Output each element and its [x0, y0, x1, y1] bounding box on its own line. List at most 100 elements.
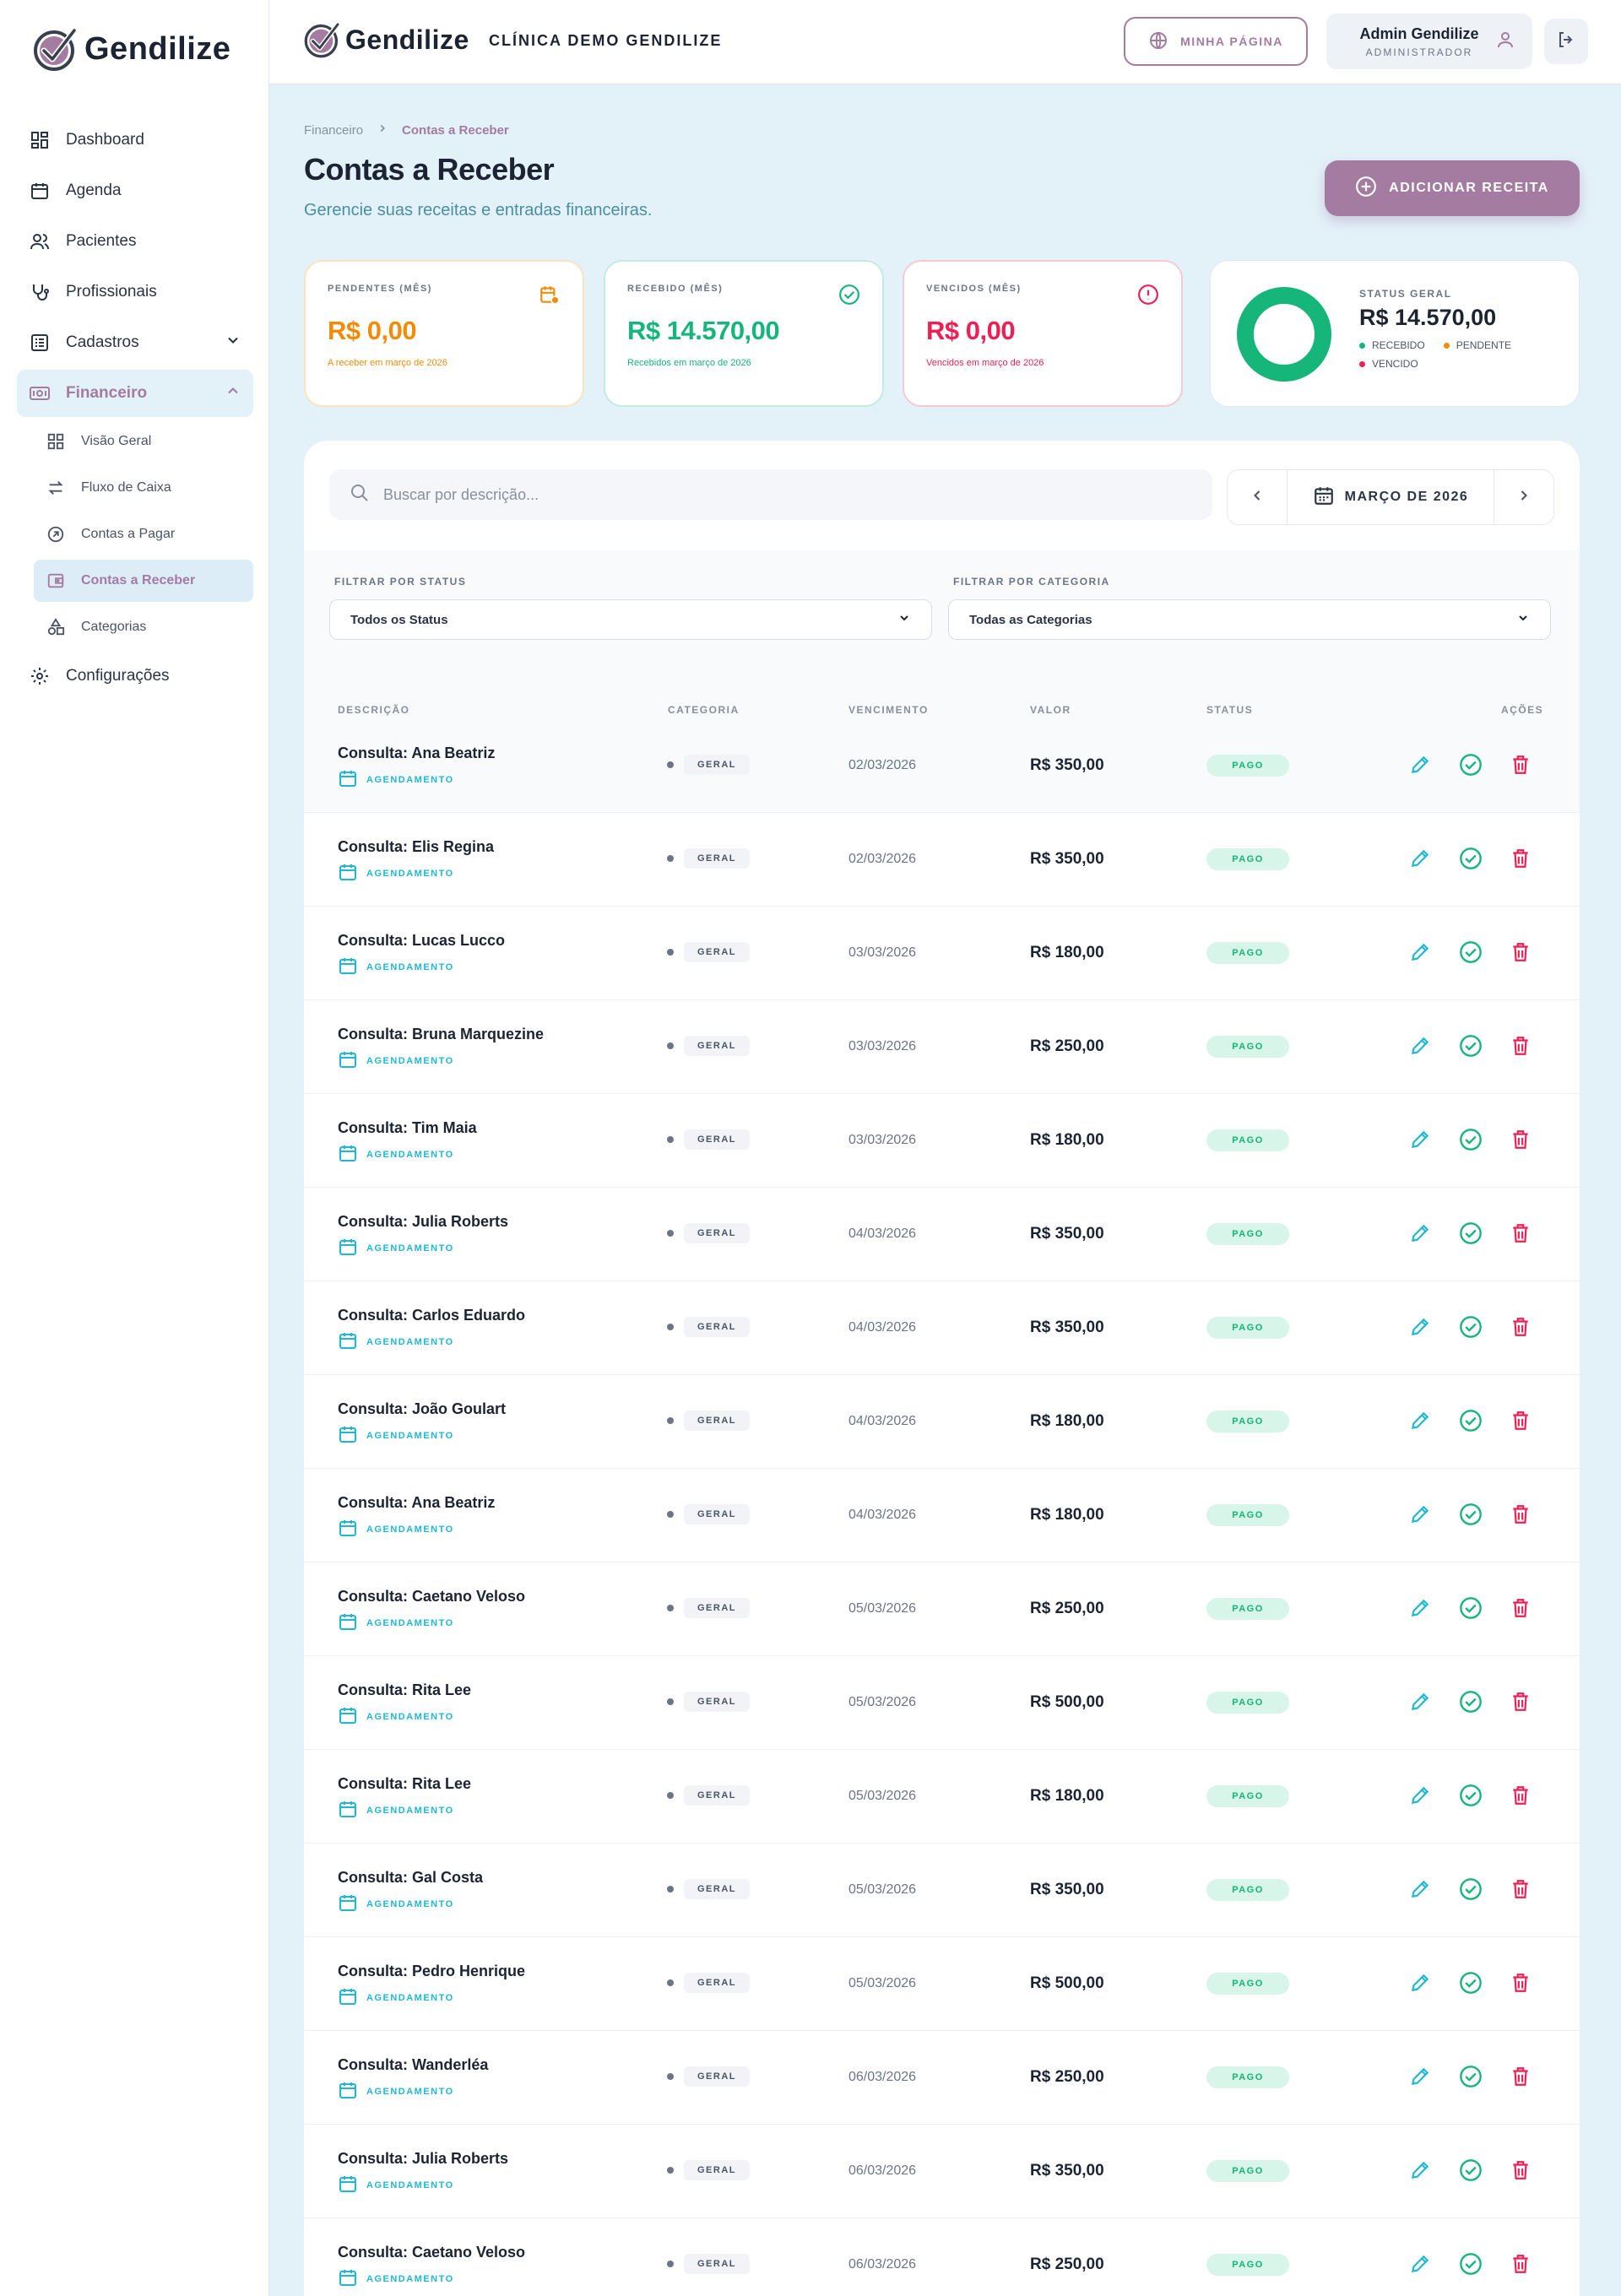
category-pill: GERAL [684, 848, 750, 869]
confirm-payment-button[interactable] [1457, 753, 1484, 780]
sidebar-item-profissionais[interactable]: Profissionais [17, 268, 253, 316]
row-tag: AGENDAMENTO [338, 1424, 454, 1447]
confirm-payment-button[interactable] [1457, 1596, 1484, 1623]
delete-button[interactable] [1507, 847, 1534, 874]
delete-button[interactable] [1507, 1315, 1534, 1342]
row-value: R$ 180,00 [1030, 1787, 1104, 1805]
status-filter-select[interactable]: Todos os Status [329, 599, 932, 640]
table-row: Consulta: Julia Roberts AGENDAMENTO GERA… [304, 2125, 1580, 2218]
delete-button[interactable] [1507, 1877, 1534, 1904]
confirm-payment-button[interactable] [1457, 1034, 1484, 1061]
edit-button[interactable] [1407, 847, 1434, 874]
stat-card-status-geral: STATUS GERAL R$ 14.570,00 RECEBIDO PENDE… [1210, 260, 1580, 407]
sidebar-item-configuracoes[interactable]: Configurações [17, 653, 253, 700]
table-row: Consulta: Caetano Veloso AGENDAMENTO GER… [304, 1562, 1580, 1656]
edit-button[interactable] [1407, 1971, 1434, 1998]
row-due-date: 04/03/2026 [848, 1227, 917, 1241]
confirm-payment-button[interactable] [1457, 1221, 1484, 1248]
user-menu[interactable]: Admin Gendilize ADMINISTRADOR [1326, 14, 1532, 69]
delete-button[interactable] [1507, 1971, 1534, 1998]
edit-button[interactable] [1407, 1221, 1434, 1248]
brand-logo[interactable]: Gendilize [32, 25, 230, 73]
edit-button[interactable] [1407, 1315, 1434, 1342]
sidebar-item-pacientes[interactable]: Pacientes [17, 218, 253, 265]
edit-button[interactable] [1407, 2065, 1434, 2092]
delete-button[interactable] [1507, 1128, 1534, 1155]
confirm-payment-button[interactable] [1457, 2065, 1484, 2092]
sidebar-item-financeiro[interactable]: Financeiro [17, 370, 253, 417]
delete-button[interactable] [1507, 1690, 1534, 1717]
sidebar-item-agenda[interactable]: Agenda [17, 167, 253, 214]
sidebar-item-dashboard[interactable]: Dashboard [17, 116, 253, 164]
next-month-button[interactable] [1494, 470, 1553, 524]
edit-button[interactable] [1407, 2252, 1434, 2279]
sidebar-item-fluxo-de-caixa[interactable]: Fluxo de Caixa [34, 467, 253, 509]
row-due-date: 03/03/2026 [848, 945, 917, 960]
my-page-button[interactable]: MINHA PÁGINA [1124, 17, 1308, 66]
edit-button[interactable] [1407, 2158, 1434, 2185]
edit-button[interactable] [1407, 1784, 1434, 1811]
row-tag-label: AGENDAMENTO [366, 1805, 454, 1816]
row-description: Consulta: Tim Maia [338, 1119, 477, 1136]
status-filter-label: FILTRAR POR STATUS [334, 576, 467, 588]
prev-month-button[interactable] [1228, 470, 1287, 524]
confirm-payment-button[interactable] [1457, 1784, 1484, 1811]
confirm-payment-button[interactable] [1457, 1690, 1484, 1717]
edit-button[interactable] [1407, 1596, 1434, 1623]
calendar-icon [338, 2267, 358, 2290]
sidebar-item-label: Profissionais [66, 283, 157, 301]
trash-icon [1510, 941, 1532, 967]
confirm-payment-button[interactable] [1457, 1409, 1484, 1436]
sidebar-item-contas-a-receber[interactable]: Contas a Receber [34, 560, 253, 602]
sidebar-item-contas-a-pagar[interactable]: Contas a Pagar [34, 513, 253, 555]
row-tag: AGENDAMENTO [338, 2267, 454, 2290]
edit-button[interactable] [1407, 1128, 1434, 1155]
delete-button[interactable] [1507, 753, 1534, 780]
confirm-payment-button[interactable] [1457, 2158, 1484, 2185]
header-logo[interactable]: Gendilize [303, 20, 469, 59]
confirm-payment-button[interactable] [1457, 1877, 1484, 1904]
delete-button[interactable] [1507, 1221, 1534, 1248]
status-badge: PAGO [1206, 1411, 1289, 1432]
delete-button[interactable] [1507, 2252, 1534, 2279]
status-badge: PAGO [1206, 2066, 1289, 2088]
delete-button[interactable] [1507, 1596, 1534, 1623]
edit-button[interactable] [1407, 1690, 1434, 1717]
confirm-payment-button[interactable] [1457, 2252, 1484, 2279]
confirm-payment-button[interactable] [1457, 940, 1484, 967]
confirm-payment-button[interactable] [1457, 1971, 1484, 1998]
edit-button[interactable] [1407, 1409, 1434, 1436]
row-due-date: 05/03/2026 [848, 1695, 917, 1709]
add-receita-button[interactable]: ADICIONAR RECEITA [1325, 160, 1580, 216]
sidebar-item-cadastros[interactable]: Cadastros [17, 319, 253, 366]
category-filter-select[interactable]: Todas as Categorias [948, 599, 1551, 640]
category-dot [667, 1792, 674, 1799]
confirm-payment-button[interactable] [1457, 847, 1484, 874]
delete-button[interactable] [1507, 1409, 1534, 1436]
edit-button[interactable] [1407, 753, 1434, 780]
breadcrumb-parent[interactable]: Financeiro [304, 122, 364, 138]
search-input[interactable]: Buscar por descrição... [329, 469, 1212, 520]
calendar-icon [338, 1049, 358, 1072]
confirm-payment-button[interactable] [1457, 1315, 1484, 1342]
delete-button[interactable] [1507, 1034, 1534, 1061]
delete-button[interactable] [1507, 1784, 1534, 1811]
delete-button[interactable] [1507, 1503, 1534, 1530]
edit-button[interactable] [1407, 940, 1434, 967]
delete-button[interactable] [1507, 2158, 1534, 2185]
delete-button[interactable] [1507, 2065, 1534, 2092]
sidebar-item-categorias[interactable]: Categorias [34, 606, 253, 648]
edit-button[interactable] [1407, 1034, 1434, 1061]
delete-button[interactable] [1507, 940, 1534, 967]
month-picker[interactable]: MARÇO DE 2026 [1287, 470, 1494, 524]
confirm-payment-button[interactable] [1457, 1128, 1484, 1155]
sidebar-item-label: Fluxo de Caixa [81, 480, 171, 495]
status-badge: PAGO [1206, 1785, 1289, 1807]
confirm-payment-button[interactable] [1457, 1503, 1484, 1530]
edit-button[interactable] [1407, 1503, 1434, 1530]
logout-button[interactable] [1544, 19, 1588, 64]
edit-button[interactable] [1407, 1877, 1434, 1904]
sidebar-item-visao-geral[interactable]: Visão Geral [34, 420, 253, 463]
chevron-down-icon [225, 332, 241, 354]
table-row: Consulta: Rita Lee AGENDAMENTO GERAL 05/… [304, 1750, 1580, 1844]
